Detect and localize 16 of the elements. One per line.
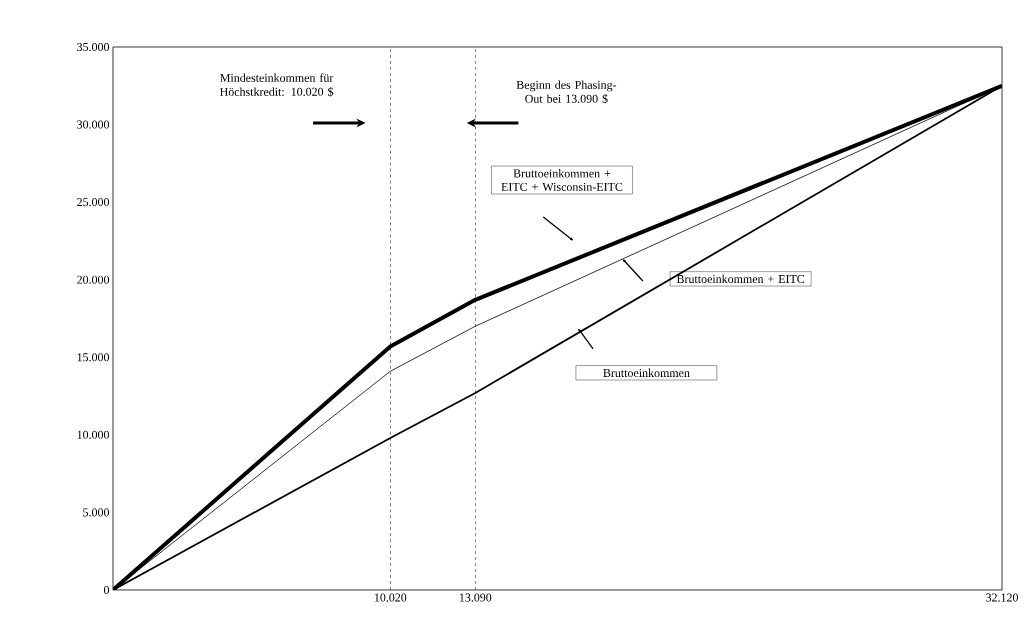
y-tick-label: 35.000 [77,42,110,52]
y-tick-label: 30.000 [77,120,110,129]
y-tick-label: 5.000 [83,508,110,517]
text: Bruttoeinkommen + EITC [676,274,805,284]
annotation: Beginn des Phasing-Out bei 13.090 $ [516,80,617,104]
x-tick-label: 32.120 [986,593,1018,602]
y-tick-label: 10.000 [77,430,110,439]
annotation: Mindesteinkommen für Höchstkredit: 10.020 $ [219,73,334,97]
x-tick-label: 10.020 [374,593,407,602]
x-tick-label: 13.090 [459,593,492,602]
text: Bruttoeinkommen + EITC + Wisconsin-EITC [501,169,623,191]
y-tick-label: 0 [103,585,110,595]
text: Bruttoeinkommen [603,368,690,377]
y-tick-label: 25.000 [77,198,110,207]
y-tick-label: 20.000 [77,275,110,284]
y-tick-label: 15.000 [77,353,110,362]
